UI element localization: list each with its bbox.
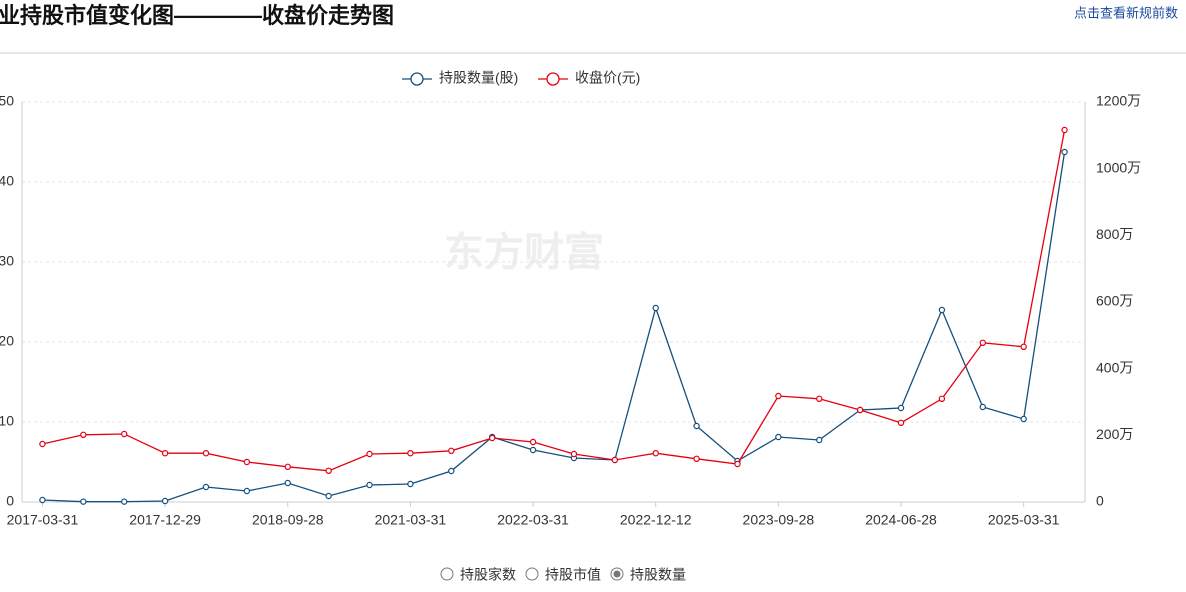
data-point (529, 446, 537, 454)
watermark: 东方财富 (444, 231, 604, 275)
data-point (243, 487, 251, 495)
data-point (407, 450, 414, 457)
data-point (366, 450, 373, 458)
data-point (243, 458, 251, 466)
x-tick-label: 2024-06-28 (865, 512, 937, 528)
option-label[interactable]: 持股家数 (460, 567, 516, 583)
data-point (816, 395, 823, 402)
data-point (652, 450, 659, 457)
data-point (816, 436, 823, 444)
y-tick-label: 10 (0, 413, 14, 429)
option-radio[interactable] (525, 567, 539, 581)
data-point (284, 479, 291, 487)
legend-label: 收盘价(元) (575, 70, 640, 86)
y-tick-label: 20 (0, 333, 14, 349)
option-label[interactable]: 持股市值 (545, 567, 601, 583)
data-point (979, 339, 986, 346)
x-tick-label: 2023-09-28 (743, 512, 815, 528)
data-point (611, 456, 619, 464)
data-point (448, 467, 455, 475)
data-point (856, 406, 864, 414)
page-title: 业持股市值变化图————收盘价走势图 (0, 3, 394, 28)
option-radio-dot[interactable] (613, 570, 621, 578)
y2-tick-label: 0 (1096, 493, 1104, 509)
data-point (121, 498, 128, 505)
data-point (734, 460, 741, 468)
data-point (161, 497, 169, 505)
y-tick-label: 0 (6, 493, 14, 509)
series-line (42, 129, 1066, 472)
x-tick-label: 2022-03-31 (497, 512, 569, 528)
data-point (652, 304, 659, 312)
x-tick-label: 2017-12-29 (129, 512, 201, 528)
data-point (775, 392, 782, 400)
series-line (42, 151, 1066, 503)
data-point (202, 483, 210, 491)
option-radio[interactable] (440, 567, 454, 581)
old-rule-link[interactable]: 点击查看新规前数 (1074, 5, 1178, 20)
data-point (284, 463, 291, 470)
x-tick-label: 2021-03-31 (375, 512, 447, 528)
data-point (570, 450, 578, 458)
x-tick-label: 2025-03-31 (988, 512, 1060, 528)
data-point (979, 403, 986, 411)
y2-tick-label: 600万 (1096, 293, 1133, 309)
data-point (325, 492, 332, 500)
data-point (121, 430, 128, 438)
data-point (938, 306, 946, 314)
legend-marker (546, 72, 560, 86)
data-point (897, 404, 905, 412)
data-point (775, 433, 782, 441)
data-point (407, 480, 414, 488)
x-tick-label: 2017-03-31 (7, 512, 79, 528)
legend-marker (410, 72, 424, 86)
data-point (1020, 415, 1027, 423)
data-point (448, 447, 455, 454)
y2-tick-label: 400万 (1096, 359, 1133, 375)
data-point (80, 498, 87, 505)
y2-tick-label: 1000万 (1096, 159, 1141, 175)
x-tick-label: 2022-12-12 (620, 512, 692, 528)
option-label[interactable]: 持股数量 (630, 567, 686, 583)
data-point (39, 440, 46, 448)
data-point (39, 496, 46, 504)
y2-tick-label: 800万 (1096, 226, 1133, 242)
data-point (366, 481, 373, 489)
data-point (693, 422, 700, 430)
data-point (693, 455, 700, 462)
data-point (488, 434, 496, 442)
y-tick-label: 40 (0, 173, 14, 189)
data-point (202, 450, 210, 457)
y2-tick-label: 200万 (1096, 426, 1133, 442)
legend-label: 持股数量(股) (439, 70, 518, 86)
data-point (1061, 126, 1068, 134)
data-point (897, 419, 905, 426)
data-point (1020, 343, 1027, 350)
data-point (80, 431, 87, 438)
y2-tick-label: 1200万 (1096, 93, 1141, 109)
data-point (161, 450, 169, 457)
data-point (938, 395, 946, 402)
y-tick-label: 30 (0, 253, 14, 269)
y-tick-label: 50 (0, 93, 14, 109)
data-point (1061, 148, 1068, 156)
x-tick-label: 2018-09-28 (252, 512, 324, 528)
data-point (529, 438, 537, 446)
data-point (325, 467, 332, 474)
